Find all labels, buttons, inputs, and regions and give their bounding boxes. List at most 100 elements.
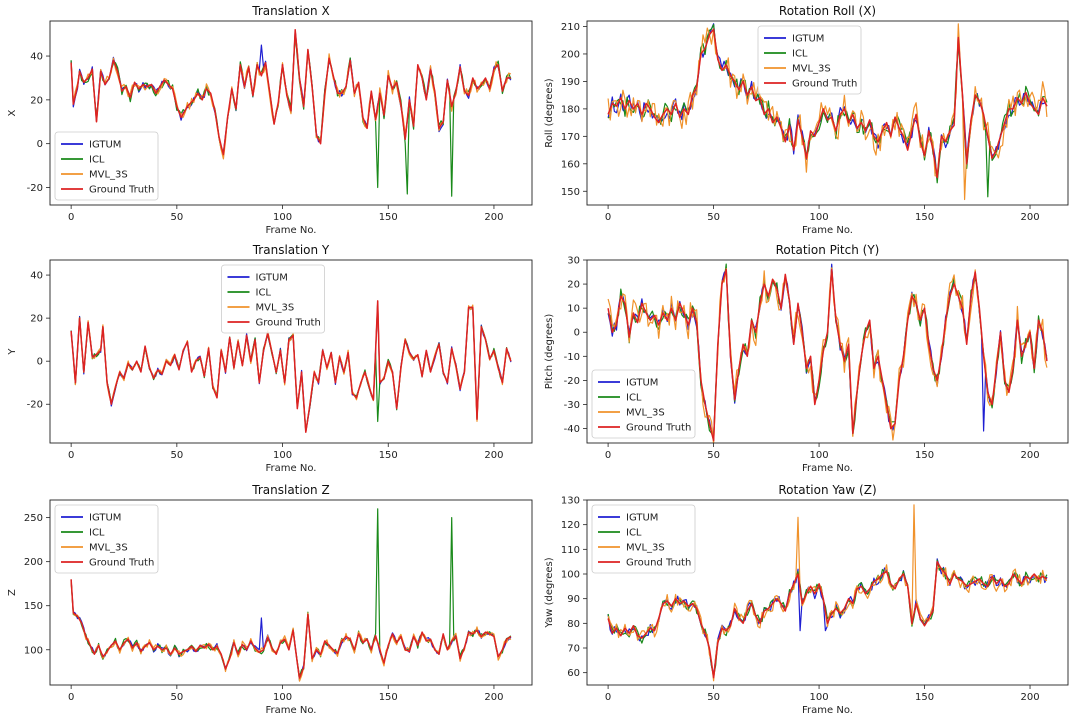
legend-entry: ICL [89,155,105,166]
y-tick-label: 40 [30,271,43,282]
x-tick-label: 0 [605,450,611,461]
x-axis-label: Frame No. [266,225,317,236]
legend-entry: MVL_3S [626,408,665,419]
legend-entry: MVL_3S [89,170,128,181]
series-line-ground-truth [607,560,1048,679]
x-tick-label: 50 [170,692,183,703]
x-tick-label: 50 [170,212,183,223]
series-line-ground-truth [607,268,1048,442]
x-tick-label: 150 [379,692,398,703]
legend: IGTUM ICL MVL_3S Ground Truth [591,369,696,439]
legend-entry: ICL [89,528,105,539]
legend-box [54,504,159,574]
legend-entry: ICL [792,49,808,60]
y-tick-label: 100 [24,645,43,656]
x-tick-label: 50 [707,450,720,461]
subplot-4: Rotation Roll (X) 0 50 100 150 200 150 160 170 18… [544,4,1069,236]
y-tick-label: 20 [567,280,580,291]
subplot-6: Rotation Yaw (Z) 0 50 100 150 200 60 70 80 90 100 1… [544,483,1069,716]
chart-title: Rotation Roll (X) [779,4,876,18]
y-tick-label: 250 [24,513,43,524]
y-tick-label: -40 [564,424,580,435]
legend: IGTUM ICL MVL_3S Ground Truth [54,504,159,574]
x-tick-label: 100 [810,692,829,703]
series-line-ground-truth [70,29,511,156]
plot-frame [49,499,533,686]
series-line-icl [607,559,1048,678]
y-tick-label: 0 [574,328,580,339]
y-tick-label: 70 [567,644,580,655]
y-axis-label: Y [7,348,18,356]
subplot-3: Translation Z 0 50 100 150 200 100 150 200 250 Fra… [7,483,533,716]
legend-entry: Ground Truth [89,185,154,196]
y-tick-label: 0 [37,139,43,150]
legend-box [54,131,159,201]
x-tick-label: 50 [707,692,720,703]
x-tick-label: 100 [273,212,292,223]
y-tick-label: -20 [27,183,43,194]
y-tick-label: 110 [561,545,580,556]
legend-entry: ICL [626,393,642,404]
plot-frame [586,20,1069,206]
x-axis-label: Frame No. [266,463,317,474]
legend-entry: Ground Truth [792,79,857,90]
x-tick-label: 0 [68,212,74,223]
series-line-ground-truth [607,28,1048,179]
series-line-igtum [70,579,512,682]
chart-title: Translation X [251,4,329,18]
legend-entry: Ground Truth [89,558,154,569]
x-tick-label: 0 [605,692,611,703]
y-tick-label: 80 [567,619,580,630]
y-tick-label: 160 [561,159,580,170]
y-tick-label: -20 [27,400,43,411]
subplot-5: Rotation Pitch (Y)0 50 100 150 200-40-30-20-… [544,243,1069,474]
x-tick-label: 100 [273,450,292,461]
plot-frame [586,499,1069,686]
subplot-1: Translation X 0 50 100 150 200 -20 0 20 40 Frame N… [7,4,533,236]
y-tick-label: 190 [561,77,580,88]
chart-title: Translation Y [252,243,330,257]
x-tick-label: 200 [1020,692,1039,703]
y-tick-label: 210 [561,22,580,33]
legend-entry: MVL_3S [626,543,665,554]
x-tick-label: 0 [605,212,611,223]
series-line-ground-truth [70,579,512,679]
chart-title: Rotation Pitch (Y) [776,243,880,257]
y-tick-label: 0 [37,357,43,368]
x-tick-label: 200 [1020,450,1039,461]
y-tick-label: 40 [30,52,43,63]
y-tick-label: 150 [24,601,43,612]
y-tick-label: 200 [24,557,43,568]
plot-frame [49,20,533,206]
y-tick-label: 30 [567,256,580,267]
legend-entry: MVL_3S [792,64,831,75]
legend-box [591,369,696,439]
y-tick-label: 170 [561,132,580,143]
x-tick-label: 150 [915,450,934,461]
legend-entry: IGTUM [626,378,658,389]
x-tick-label: 150 [915,212,934,223]
y-tick-label: 130 [561,496,580,507]
y-tick-label: 180 [561,104,580,115]
legend-entry: MVL_3S [256,303,295,314]
x-tick-label: 0 [68,692,74,703]
y-tick-label: -20 [564,376,580,387]
x-tick-label: 100 [273,692,292,703]
plot-frame [586,259,1069,444]
y-tick-label: 90 [567,594,580,605]
x-axis-label: Frame No. [802,225,853,236]
y-tick-label: 20 [30,95,43,106]
x-tick-label: 200 [484,692,503,703]
subplot-2: Translation Y 0 50 100 150 200 -20 0 20 40 Frame N… [7,243,533,474]
legend-entry: Ground Truth [256,318,321,329]
y-tick-label: 200 [561,49,580,60]
x-axis-label: Frame No. [802,463,853,474]
x-axis-label: Frame No. [266,705,317,716]
x-tick-label: 150 [915,692,934,703]
legend: IGTUM ICL MVL_3S Ground Truth [591,504,696,574]
legend-box [221,264,325,334]
x-tick-label: 200 [1020,212,1039,223]
series-line-mvl-3s [607,504,1048,682]
chart-title: Rotation Yaw (Z) [778,483,876,497]
